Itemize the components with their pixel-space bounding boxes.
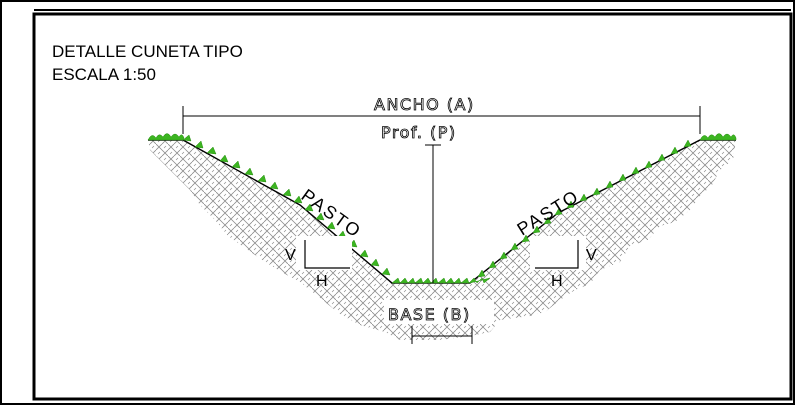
prof-dimension	[425, 144, 441, 283]
prof-label: Prof. (P)	[381, 123, 457, 142]
base-label: BASE (B)	[388, 305, 471, 324]
drawing-title: DETALLE CUNETA TIPO	[52, 42, 243, 61]
drawing-frame-inner	[32, 12, 793, 401]
ancho-dimension	[182, 106, 701, 134]
slope-h-right: H	[551, 273, 563, 290]
slope-h-left: H	[316, 273, 328, 290]
slope-triangle-left	[296, 236, 352, 270]
base-dimension	[411, 326, 473, 344]
slope-triangle-right	[530, 236, 586, 270]
grass-layer	[147, 133, 737, 284]
ancho-label: ANCHO (A)	[374, 95, 475, 114]
base-label-mask	[384, 300, 494, 324]
slope-v-right: V	[586, 247, 597, 264]
slope-v-left: V	[285, 247, 296, 264]
drawing-scale: ESCALA 1:50	[52, 65, 156, 84]
